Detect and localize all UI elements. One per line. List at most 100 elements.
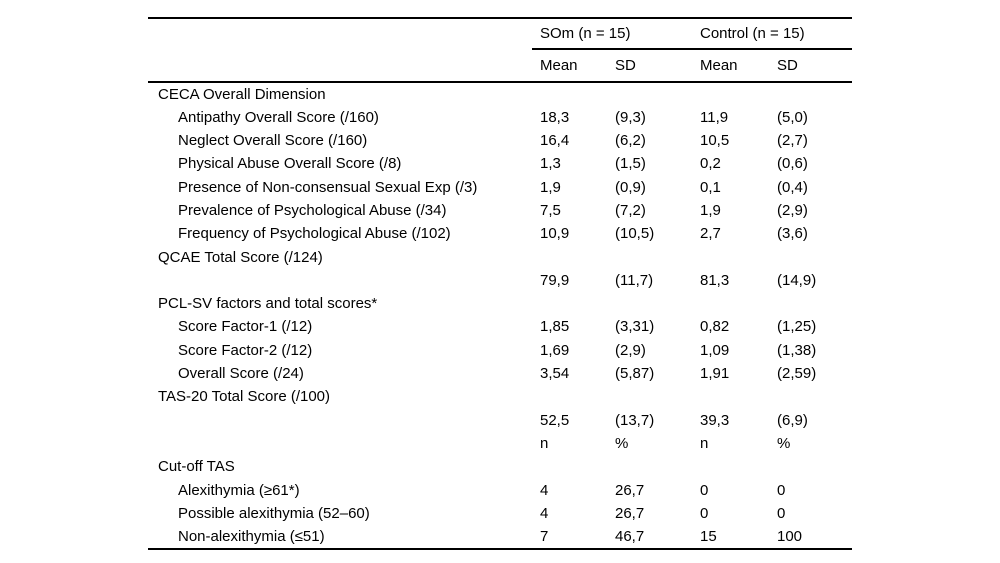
row-value: 0 [777, 481, 786, 499]
row-value: (0,6) [777, 155, 808, 173]
corner-cell [148, 50, 532, 81]
table-row: Antipathy Overall Score (/160) 18,3 (9,3) 1… [148, 106, 852, 129]
row-value [607, 246, 692, 269]
row-value [692, 455, 769, 478]
group-header-rule [532, 47, 852, 50]
row-value: 7,5 [540, 201, 561, 219]
row-value: 52,5 [540, 411, 570, 429]
row-label: Neglect Overall Score (/160) [178, 132, 368, 150]
row-label: Score Factor-1 (/12) [178, 318, 313, 336]
row-value [692, 292, 769, 315]
table-row: Physical Abuse Overall Score (/8) 1,3 (1,5… [148, 152, 852, 175]
table-row: Presence of Non-consensual Sexual Exp (/… [148, 176, 852, 199]
row-value [692, 83, 769, 106]
row-label: Presence of Non-consensual Sexual Exp (/… [178, 178, 478, 196]
row-label: Score Factor-2 (/12) [178, 341, 313, 359]
row-value: 0 [777, 504, 786, 522]
row-value: 4 [540, 481, 549, 499]
table-bottom-rule [148, 548, 852, 551]
group-header-control: Control (n = 15) [700, 24, 805, 42]
row-value: 11,9 [700, 108, 729, 126]
row-value: (3,6) [777, 225, 808, 243]
row-value: (13,7) [615, 411, 655, 429]
row-value [607, 83, 692, 106]
row-value: 7 [540, 528, 549, 546]
table-row: Score Factor-1 (/12) 1,85 (3,31) 0,82 (1,25) [148, 315, 852, 338]
column-header-row: Mean SD Mean SD [148, 50, 852, 81]
row-value: 46,7 [615, 528, 645, 546]
table-row: Frequency of Psychological Abuse (/102) 1… [148, 222, 852, 245]
table-top-rule [148, 17, 852, 19]
row-value: (6,9) [777, 411, 808, 429]
row-value: 1,9 [540, 178, 561, 196]
row-value: (3,31) [615, 318, 655, 336]
row-value [532, 455, 607, 478]
row-value: 2,7 [700, 225, 721, 243]
header-body-rule [148, 80, 852, 83]
stats-table: SOm (n = 15) Control (n = 15) Mean SD Me… [148, 17, 852, 551]
column-header-mean-som: Mean [540, 56, 578, 74]
table-row: CECA Overall Dimension [148, 83, 852, 106]
column-header-sd-som: SD [615, 56, 636, 74]
row-value [532, 385, 607, 408]
row-value: 1,69 [540, 341, 570, 359]
row-value: (2,9) [777, 201, 808, 219]
row-value: 18,3 [540, 108, 570, 126]
row-value: 4 [540, 504, 549, 522]
row-label: TAS-20 Total Score (/100) [158, 388, 331, 406]
row-value: 1,85 [540, 318, 570, 336]
row-value: (5,0) [777, 108, 808, 126]
table-row: Non-alexithymia (≤51) 7 46,7 15 100 [148, 525, 852, 548]
row-label: Possible alexithymia (52–60) [178, 504, 370, 522]
row-label: QCAE Total Score (/124) [158, 248, 323, 266]
row-value: (1,38) [777, 341, 817, 359]
row-value: 0 [700, 504, 709, 522]
row-value: n [700, 434, 709, 452]
row-label: Alexithymia (≥61*) [178, 481, 300, 499]
row-label: Antipathy Overall Score (/160) [178, 108, 379, 126]
table-row: PCL-SV factors and total scores* [148, 292, 852, 315]
row-value: 81,3 [700, 271, 730, 289]
table-row: QCAE Total Score (/124) [148, 246, 852, 269]
row-value [532, 292, 607, 315]
row-value: 1,09 [700, 341, 730, 359]
row-value: 100 [777, 528, 803, 546]
group-header-som: SOm (n = 15) [540, 24, 631, 42]
row-value [607, 385, 692, 408]
row-value: n [540, 434, 549, 452]
table-row: Possible alexithymia (52–60) 4 26,7 0 0 [148, 502, 852, 525]
table-row: 79,9 (11,7) 81,3 (14,9) [148, 269, 852, 292]
row-value: (10,5) [615, 225, 655, 243]
row-label: Overall Score (/24) [178, 365, 304, 383]
row-value: 0 [700, 481, 709, 499]
row-value: 0,1 [700, 178, 721, 196]
row-value [769, 385, 852, 408]
group-header-row: SOm (n = 15) Control (n = 15) [148, 19, 852, 48]
row-value: 3,54 [540, 365, 570, 383]
table-row: Neglect Overall Score (/160) 16,4 (6,2) 10,… [148, 129, 852, 152]
row-value [607, 292, 692, 315]
row-value: 79,9 [540, 271, 570, 289]
row-value: (0,4) [777, 178, 808, 196]
row-value: (0,9) [615, 178, 646, 196]
row-value [692, 246, 769, 269]
row-value [769, 292, 852, 315]
row-label: Cut-off TAS [158, 458, 235, 476]
table-row: Cut-off TAS [148, 455, 852, 478]
row-label: PCL-SV factors and total scores* [158, 295, 378, 313]
row-value [769, 246, 852, 269]
row-value: % [615, 434, 629, 452]
row-label: Physical Abuse Overall Score (/8) [178, 155, 402, 173]
row-value: (6,2) [615, 132, 646, 150]
row-value [532, 246, 607, 269]
row-value [692, 385, 769, 408]
table-row: Score Factor-2 (/12) 1,69 (2,9) 1,09 (1,38) [148, 339, 852, 362]
row-label: Frequency of Psychological Abuse (/102) [178, 225, 451, 243]
column-header-sd-control: SD [777, 56, 798, 74]
row-value: 26,7 [615, 504, 645, 522]
row-value: 10,9 [540, 225, 570, 243]
row-value: (14,9) [777, 271, 817, 289]
row-value: 1,91 [700, 365, 730, 383]
row-value [769, 83, 852, 106]
row-value: (1,25) [777, 318, 817, 336]
